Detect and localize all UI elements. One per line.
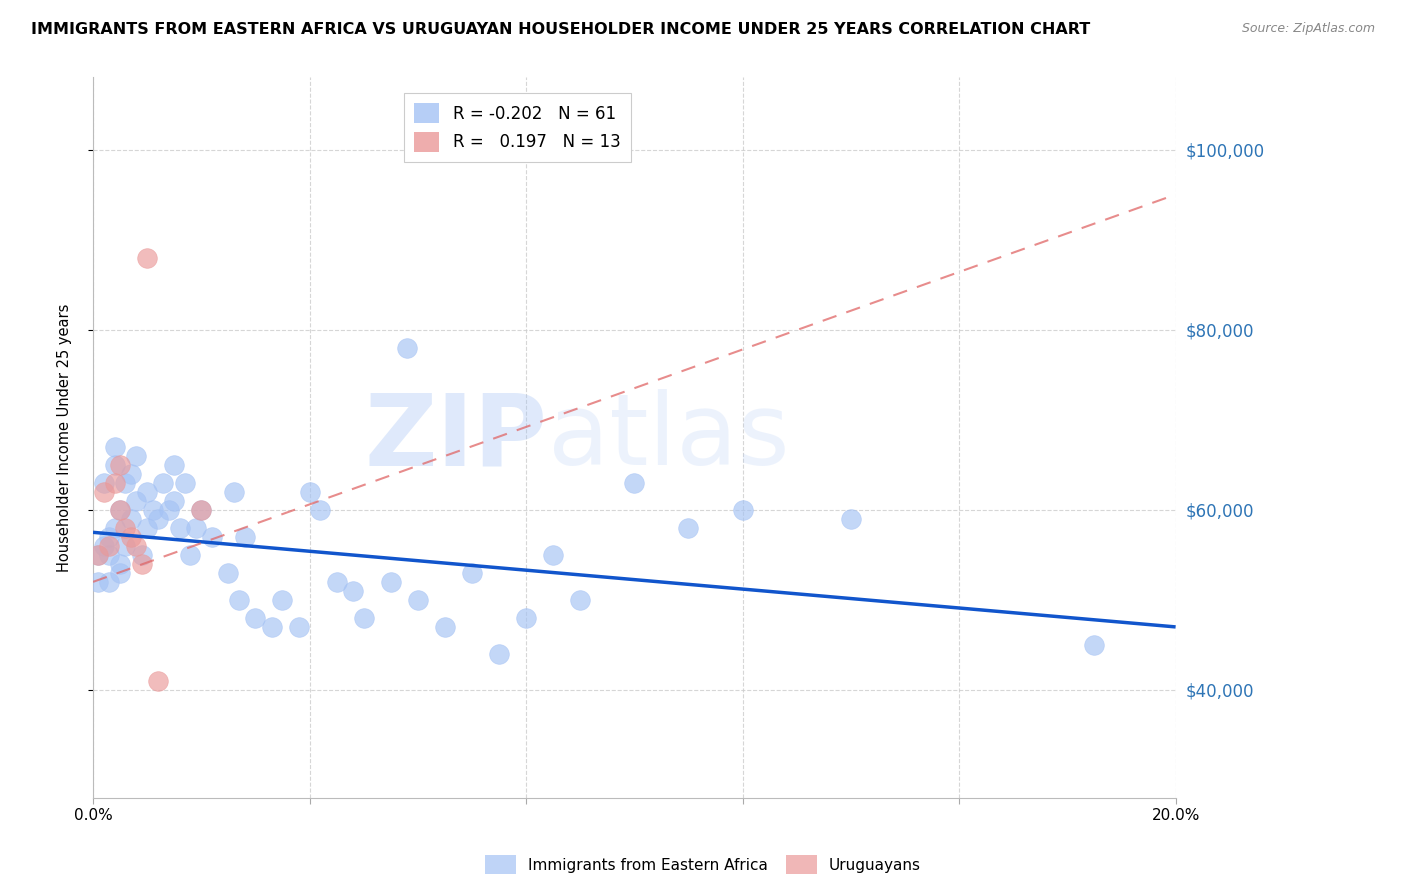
Point xyxy=(678,521,700,535)
Legend: Immigrants from Eastern Africa, Uruguayans: Immigrants from Eastern Africa, Uruguaya… xyxy=(479,849,927,880)
Point xyxy=(120,530,142,544)
Point xyxy=(152,475,174,490)
Point xyxy=(184,521,207,535)
Point xyxy=(98,548,121,562)
Point xyxy=(169,521,191,535)
Point xyxy=(569,593,592,607)
Text: atlas: atlas xyxy=(548,389,789,486)
Point xyxy=(108,557,131,571)
Point xyxy=(93,475,115,490)
Point xyxy=(233,530,256,544)
Point xyxy=(114,539,136,553)
Point xyxy=(157,503,180,517)
Point xyxy=(342,583,364,598)
Point xyxy=(163,458,186,472)
Point xyxy=(228,593,250,607)
Point xyxy=(104,475,127,490)
Point xyxy=(136,251,159,265)
Point xyxy=(146,673,169,688)
Point xyxy=(136,484,159,499)
Y-axis label: Householder Income Under 25 years: Householder Income Under 25 years xyxy=(58,303,72,572)
Point xyxy=(163,493,186,508)
Point xyxy=(146,512,169,526)
Point xyxy=(179,548,201,562)
Point xyxy=(136,521,159,535)
Point xyxy=(98,574,121,589)
Point xyxy=(488,647,510,661)
Point xyxy=(406,593,429,607)
Point xyxy=(287,620,309,634)
Point xyxy=(114,521,136,535)
Point xyxy=(541,548,564,562)
Point xyxy=(839,512,862,526)
Point xyxy=(260,620,283,634)
Point xyxy=(131,557,153,571)
Text: Source: ZipAtlas.com: Source: ZipAtlas.com xyxy=(1241,22,1375,36)
Point xyxy=(125,449,148,463)
Point xyxy=(93,539,115,553)
Point xyxy=(131,548,153,562)
Point xyxy=(104,440,127,454)
Point xyxy=(108,566,131,580)
Point xyxy=(353,611,375,625)
Point xyxy=(108,503,131,517)
Point xyxy=(309,503,332,517)
Point xyxy=(380,574,402,589)
Legend: R = -0.202   N = 61, R =   0.197   N = 13: R = -0.202 N = 61, R = 0.197 N = 13 xyxy=(405,93,630,162)
Point xyxy=(93,484,115,499)
Point xyxy=(87,548,110,562)
Point xyxy=(98,539,121,553)
Point xyxy=(87,548,110,562)
Point xyxy=(298,484,321,499)
Point xyxy=(271,593,294,607)
Point xyxy=(190,503,212,517)
Point xyxy=(125,493,148,508)
Point xyxy=(201,530,224,544)
Point xyxy=(174,475,197,490)
Text: IMMIGRANTS FROM EASTERN AFRICA VS URUGUAYAN HOUSEHOLDER INCOME UNDER 25 YEARS CO: IMMIGRANTS FROM EASTERN AFRICA VS URUGUA… xyxy=(31,22,1090,37)
Point xyxy=(515,611,537,625)
Point xyxy=(125,539,148,553)
Point xyxy=(108,458,131,472)
Point xyxy=(245,611,267,625)
Point xyxy=(623,475,645,490)
Point xyxy=(222,484,245,499)
Point xyxy=(98,530,121,544)
Point xyxy=(461,566,484,580)
Point xyxy=(87,574,110,589)
Point xyxy=(395,341,418,355)
Point xyxy=(217,566,239,580)
Point xyxy=(731,503,754,517)
Point xyxy=(104,458,127,472)
Point xyxy=(120,467,142,481)
Point xyxy=(190,503,212,517)
Point xyxy=(120,512,142,526)
Point xyxy=(1083,638,1105,652)
Point xyxy=(108,503,131,517)
Point xyxy=(142,503,165,517)
Point xyxy=(104,521,127,535)
Point xyxy=(325,574,347,589)
Text: ZIP: ZIP xyxy=(364,389,548,486)
Point xyxy=(433,620,456,634)
Point xyxy=(114,475,136,490)
